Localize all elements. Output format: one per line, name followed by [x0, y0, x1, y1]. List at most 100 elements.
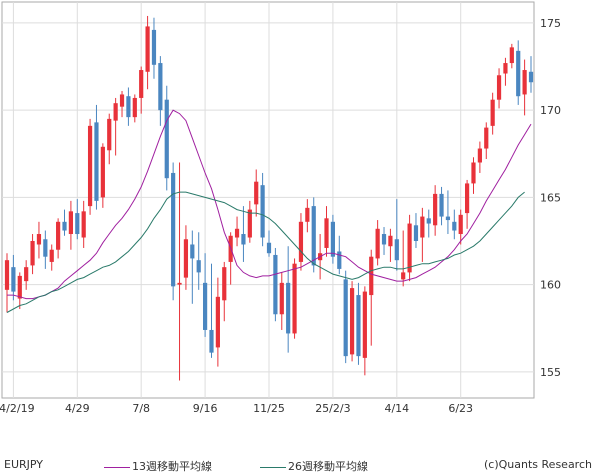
candle-body-up: [254, 181, 259, 205]
candle-body-up: [298, 221, 304, 262]
x-tick-label: 6/23: [448, 402, 473, 415]
candle-body-down: [62, 221, 67, 231]
candle-body-down: [273, 254, 278, 315]
x-tick-label: 25/2/3: [315, 402, 350, 415]
candle-body-up: [49, 249, 54, 262]
legend-ma26: 26週移動平均線: [260, 458, 368, 474]
candle-body-down: [343, 279, 348, 357]
candle-body-down: [151, 29, 157, 65]
candle-body-up: [68, 211, 74, 235]
candle-body-up: [484, 127, 489, 149]
candle-body-up: [215, 296, 220, 348]
plot-area-frame: [1, 1, 535, 399]
candle-body-down: [445, 216, 451, 221]
candle-body-up: [36, 234, 42, 245]
candle-body-down: [164, 99, 169, 179]
candle-body-down: [356, 295, 361, 357]
legend-ma13: 13週移動平均線: [104, 458, 212, 474]
x-tick-label: 9/16: [193, 402, 218, 415]
candle-body-up: [279, 282, 284, 315]
candle-body-down: [196, 260, 201, 273]
candle-body-up: [375, 228, 380, 259]
candle-body-up: [177, 282, 182, 285]
candle-body-down: [381, 234, 387, 245]
candle-body-up: [183, 239, 189, 278]
candle-body-up: [464, 183, 470, 214]
candle-body-up: [407, 223, 412, 273]
candles: [4, 15, 534, 381]
x-axis: 24/2/19 4/29 7/8 9/16 11/25 25/2/3 4/14 6/23: [0, 402, 473, 415]
candle-body-up: [388, 235, 393, 247]
candle-body-down: [413, 225, 419, 241]
x-tick-label: 7/8: [132, 402, 150, 415]
candle-body-up: [305, 207, 310, 222]
candle-body-up: [139, 70, 144, 98]
candle-body-down: [43, 239, 48, 257]
candle-body-up: [369, 256, 374, 296]
candle-body-up: [234, 228, 240, 238]
candle-body-up: [132, 97, 137, 118]
candle-body-up: [503, 63, 508, 74]
candle-body-up: [100, 146, 105, 198]
y-tick-label: 160: [540, 279, 561, 292]
candle-body-down: [202, 282, 208, 330]
candle-body-up: [56, 221, 61, 250]
candle-body-up: [458, 214, 463, 235]
candle-body-down: [260, 185, 265, 238]
y-tick-label: 170: [540, 104, 561, 117]
candle-body-up: [362, 291, 367, 358]
legend-ma26-swatch: [260, 466, 286, 468]
y-tick-label: 175: [540, 17, 561, 30]
candle-body-up: [490, 99, 495, 126]
candle-body-down: [209, 329, 214, 353]
ma26-line: [6, 191, 525, 313]
candle-body-up: [24, 267, 29, 282]
credit-label: (c)Quants Research: [484, 458, 592, 471]
candle-body-up: [119, 94, 125, 107]
candle-body-down: [311, 206, 316, 266]
candle-body-down: [426, 218, 431, 224]
candle-body-down: [241, 234, 246, 245]
candle-body-down: [439, 193, 444, 217]
candle-body-down: [190, 244, 195, 259]
candle-body-down: [528, 71, 534, 83]
candle-body-up: [247, 209, 252, 238]
y-tick-label: 155: [540, 366, 561, 379]
candle-body-up: [17, 275, 22, 299]
candle-body-up: [145, 26, 150, 72]
candle-body-down: [452, 221, 457, 231]
legend-ma13-label: 13週移動平均線: [132, 460, 212, 473]
candle-body-up: [420, 216, 425, 238]
candle-body-down: [126, 96, 131, 118]
candle-body-up: [113, 103, 118, 121]
candle-body-down: [394, 239, 399, 261]
moving-average-lines: [6, 109, 532, 313]
candle-body-up: [349, 288, 355, 355]
candle-body-down: [171, 172, 176, 287]
candle-body-down: [94, 122, 99, 201]
candle-body-up: [107, 118, 112, 151]
candle-body-up: [4, 260, 10, 290]
candle-body-up: [477, 148, 482, 163]
symbol-label: EURJPY: [4, 458, 43, 471]
candle-body-up: [433, 193, 438, 226]
candle-body-up: [222, 267, 227, 301]
candle-body-up: [496, 75, 502, 100]
candle-body-up: [509, 47, 514, 64]
x-tick-label: 11/25: [253, 402, 285, 415]
y-axis: 155 160 165 170 175: [540, 17, 561, 379]
candle-body-up: [401, 272, 406, 280]
candle-body-up: [471, 162, 476, 184]
legend-ma26-label: 26週移動平均線: [288, 460, 368, 473]
candle-body-up: [30, 240, 35, 266]
candle-body-up: [324, 218, 329, 248]
x-tick-label: 24/2/19: [0, 402, 35, 415]
candle-body-down: [516, 50, 521, 97]
candle-body-up: [81, 211, 86, 238]
candle-body-down: [286, 282, 291, 334]
legend-ma13-swatch: [104, 466, 130, 468]
x-tick-label: 4/14: [384, 402, 409, 415]
ma13-line: [7, 109, 532, 300]
candle-body-down: [330, 221, 336, 257]
y-tick-label: 165: [540, 191, 561, 204]
